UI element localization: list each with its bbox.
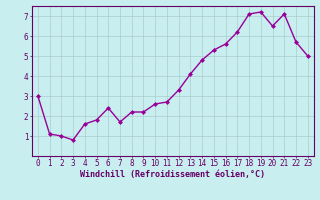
X-axis label: Windchill (Refroidissement éolien,°C): Windchill (Refroidissement éolien,°C) (80, 170, 265, 179)
